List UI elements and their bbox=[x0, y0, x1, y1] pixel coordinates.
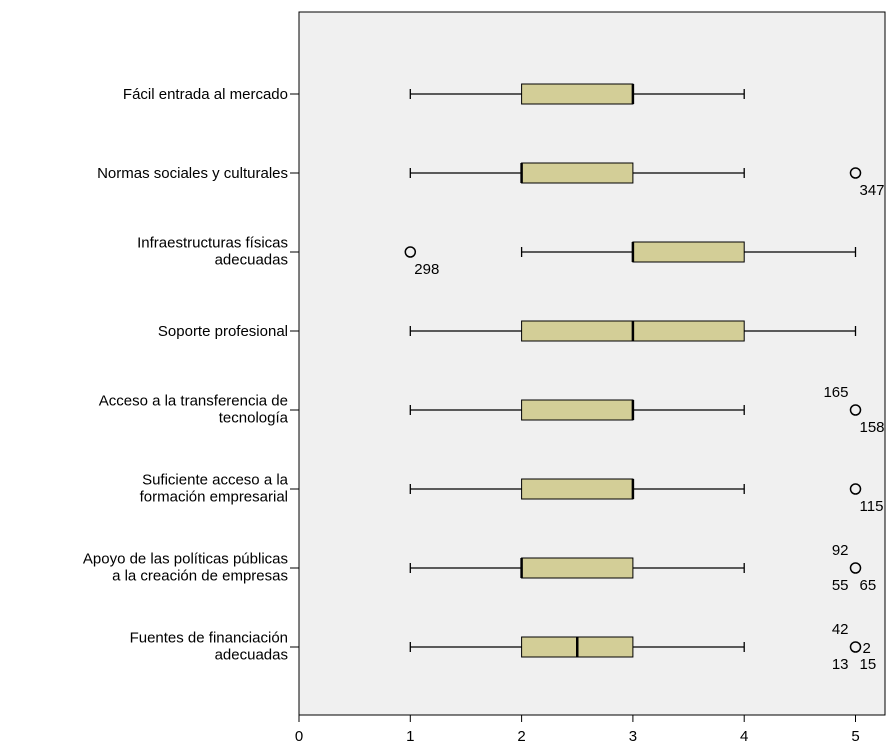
outlier-label: 165 bbox=[823, 384, 848, 401]
category-label: Fácil entrada al mercado bbox=[123, 86, 288, 103]
outlier-label: 2 bbox=[863, 640, 871, 657]
outlier-label: 13 bbox=[832, 656, 849, 673]
x-tick-label: 4 bbox=[740, 728, 748, 745]
box bbox=[521, 162, 634, 184]
plot-area-layer bbox=[290, 11, 886, 722]
outlier-point bbox=[849, 483, 862, 495]
labels-layer: 0 1 2 3 4 5 Fácil entrada al mercado Normas soc… bbox=[83, 86, 885, 745]
category-label: adecuadas bbox=[215, 252, 288, 269]
outlier-point bbox=[404, 246, 417, 258]
category-label: a la creación de empresas bbox=[112, 568, 288, 585]
outlier-label: 158 bbox=[860, 419, 885, 436]
x-tick-label: 0 bbox=[295, 728, 303, 745]
outlier-point bbox=[849, 562, 862, 574]
category-label: Fuentes de financiación bbox=[130, 630, 288, 647]
box bbox=[521, 399, 634, 421]
outlier-label: 298 bbox=[414, 261, 439, 278]
outlier-label: 42 bbox=[832, 621, 849, 638]
outlier-point bbox=[849, 167, 862, 179]
x-tick-label: 1 bbox=[406, 728, 414, 745]
category-label: Normas sociales y culturales bbox=[97, 165, 288, 182]
outlier-label: 65 bbox=[860, 577, 877, 594]
outlier-point bbox=[849, 404, 862, 416]
category-label: Suficiente acceso a la bbox=[142, 472, 289, 489]
x-tick-label: 5 bbox=[851, 728, 859, 745]
box bbox=[521, 478, 634, 500]
outlier-label: 55 bbox=[832, 577, 849, 594]
x-tick-label: 3 bbox=[629, 728, 637, 745]
category-label: Soporte profesional bbox=[158, 323, 288, 340]
category-label: tecnología bbox=[219, 410, 289, 427]
outlier-label: 347 bbox=[860, 182, 885, 199]
plot-area bbox=[298, 11, 886, 716]
outlier-label: 115 bbox=[860, 498, 884, 515]
outlier-point bbox=[849, 641, 862, 653]
category-label: Infraestructuras físicas bbox=[137, 235, 288, 252]
category-label: Acceso a la transferencia de bbox=[99, 393, 288, 410]
category-label: Apoyo de las políticas públicas bbox=[83, 551, 288, 568]
category-label: formación empresarial bbox=[140, 489, 288, 506]
category-label: adecuadas bbox=[215, 647, 288, 664]
box bbox=[632, 241, 745, 263]
box bbox=[521, 557, 634, 579]
box bbox=[521, 83, 634, 105]
marks-layer bbox=[404, 83, 862, 658]
outlier-label: 15 bbox=[860, 656, 877, 673]
x-tick-label: 2 bbox=[517, 728, 525, 745]
outlier-label: 92 bbox=[832, 542, 849, 559]
